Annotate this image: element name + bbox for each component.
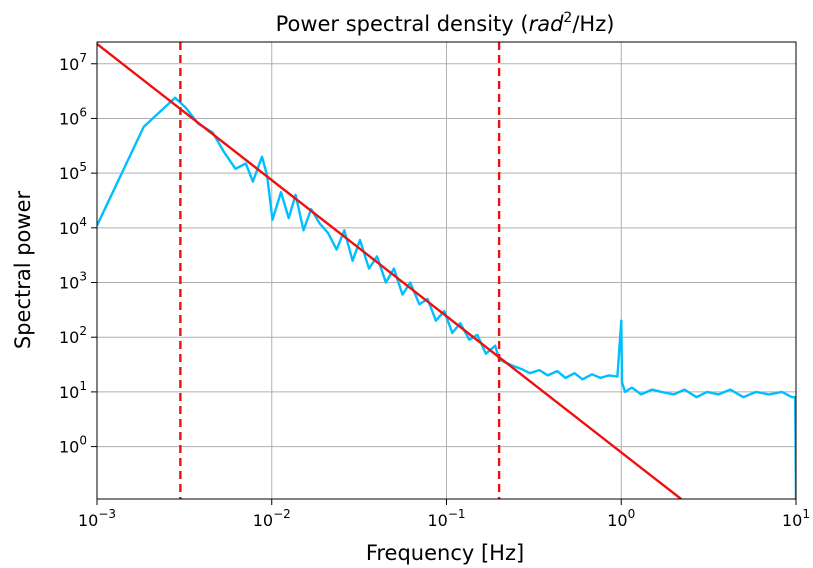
y-tick-label: 101 [59,379,87,402]
ticks-layer: 10−3 10−2 10−1 100 1011001011021031041051061… [59,51,810,530]
x-tick-exp: −1 [448,507,466,521]
x-tick-label: 10−1 [427,507,465,530]
fit-line [97,43,682,499]
y-tick-label: 107 [59,51,87,74]
y-tick-base: 10 [59,438,79,457]
y-tick-base: 10 [59,383,79,402]
y-tick-exp: 7 [79,51,87,65]
vlines-layer [179,42,501,499]
y-tick-exp: 6 [79,105,87,119]
series-layer [97,43,796,499]
y-tick-base: 10 [59,109,79,128]
y-tick-exp: 2 [79,324,87,338]
chart-title: Power spectral density (rad2/Hz) [276,10,615,36]
psd-series-line [97,96,796,499]
y-tick-exp: 0 [79,434,87,448]
x-tick-base: 10 [78,511,98,530]
x-tick-base: 10 [607,511,627,530]
y-tick-exp: 3 [79,270,87,284]
x-tick-base: 10 [427,511,447,530]
x-tick-label: 100 [607,507,635,530]
y-tick-base: 10 [59,219,79,238]
y-tick-label: 100 [59,434,87,457]
y-tick-base: 10 [59,274,79,293]
x-tick-base: 10 [253,511,273,530]
x-tick-label: 101 [782,507,810,530]
y-axis-label: Spectral power [11,190,35,349]
y-tick-base: 10 [59,55,79,74]
y-tick-label: 104 [59,215,87,238]
y-tick-exp: 5 [79,160,87,174]
y-tick-base: 10 [59,164,79,183]
x-tick-base: 10 [782,511,802,530]
y-tick-base: 10 [59,328,79,347]
x-tick-exp: −3 [98,507,116,521]
x-tick-exp: 1 [802,507,810,521]
grid [96,42,797,499]
y-tick-label: 106 [59,105,87,128]
y-tick-label: 103 [59,270,87,293]
x-axis-label: Frequency [Hz] [366,541,524,565]
y-tick-label: 102 [59,324,87,347]
x-tick-label: 10−2 [253,507,291,530]
x-tick-exp: −2 [273,507,291,521]
y-tick-exp: 1 [79,379,87,393]
y-tick-label: 105 [59,160,87,183]
x-tick-exp: 0 [628,507,636,521]
x-tick-label: 10−3 [78,507,116,530]
y-tick-exp: 4 [79,215,87,229]
